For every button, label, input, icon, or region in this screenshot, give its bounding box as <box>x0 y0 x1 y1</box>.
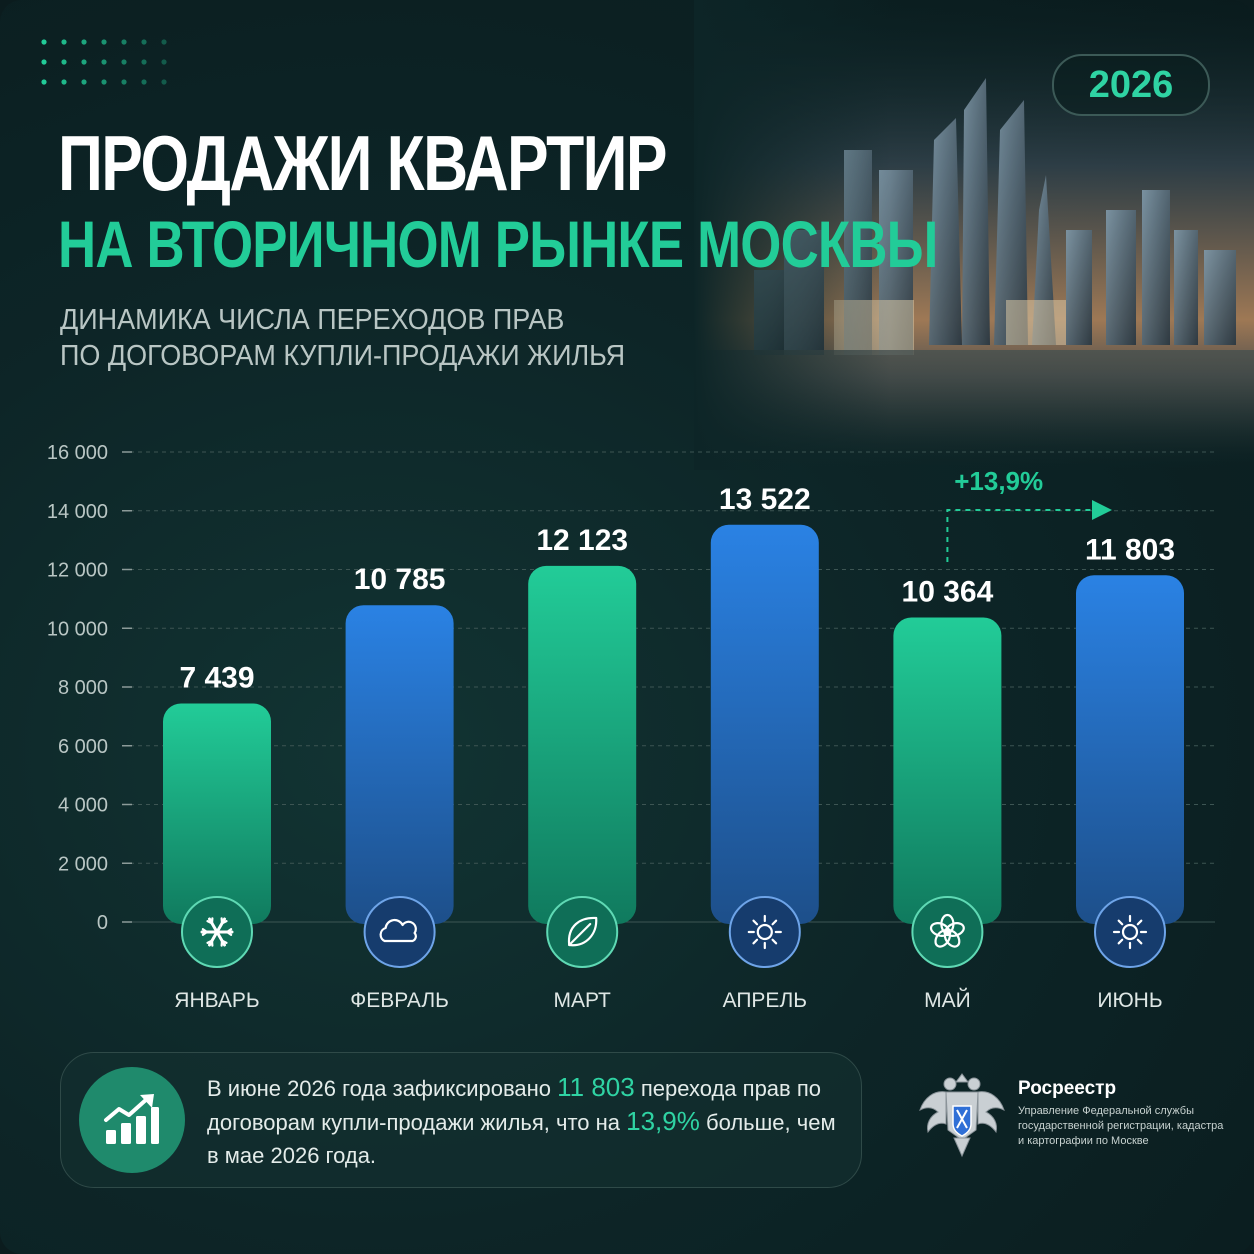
coat-of-arms-icon <box>919 1073 1005 1158</box>
summary-count: 11 803 <box>557 1072 635 1102</box>
bar-value-label: 10 785 <box>354 563 446 596</box>
y-tick-label: 16 000 <box>47 442 108 464</box>
decorative-dot <box>61 59 67 65</box>
page-title: ПРОДАЖИ КВАРТИР <box>58 119 668 207</box>
decorative-dot <box>121 59 127 65</box>
decorative-dot <box>161 39 167 45</box>
y-tick-label: 0 <box>97 912 108 934</box>
x-category-label: МАЙ <box>924 988 971 1012</box>
y-tick-label: 14 000 <box>47 501 108 523</box>
bar-value-label: 12 123 <box>536 524 628 557</box>
decorative-dot <box>41 39 47 45</box>
bar-2 <box>345 605 454 924</box>
decorative-dot <box>61 79 67 85</box>
x-category-label: ФЕВРАЛЬ <box>350 989 449 1012</box>
decorative-dots <box>41 39 167 85</box>
decorative-dot <box>41 59 47 65</box>
bar-value-label: 13 522 <box>719 483 811 516</box>
bar-value-label: 11 803 <box>1085 533 1175 566</box>
bar-value-label: 7 439 <box>179 661 254 694</box>
y-tick-label: 6 000 <box>58 736 108 758</box>
summary-text: В июне 2026 года зафиксировано 11 803 пе… <box>207 1071 847 1172</box>
summary-text-end: больше, чем в мае 2026 года. <box>207 1110 836 1168</box>
x-category-label: ИЮНЬ <box>1097 989 1162 1012</box>
decorative-dot <box>161 59 167 65</box>
y-tick-label: 4 000 <box>58 795 108 817</box>
decorative-dot <box>121 79 127 85</box>
organization-description: Управление Федеральной службы государств… <box>1018 1105 1224 1147</box>
decorative-dot <box>101 39 107 45</box>
y-tick-label: 10 000 <box>47 618 108 640</box>
year-badge: 2026 <box>1052 54 1210 116</box>
decorative-dot <box>161 79 167 85</box>
summary-text-start: В июне 2026 года зафиксировано <box>207 1076 558 1101</box>
sun-icon <box>728 896 801 968</box>
snowflake-icon <box>181 896 253 968</box>
x-category-label: МАРТ <box>553 989 611 1012</box>
bar-value-label: 10 364 <box>902 576 994 609</box>
growth-percent-label: +13,9% <box>954 466 1043 496</box>
bar-chart: 0 2 000 4 000 6 000 8 000 10 000 12 000 14 000 1… <box>47 442 1215 1012</box>
decorative-dot <box>61 39 67 45</box>
flower-icon <box>911 896 984 968</box>
chart-subtitle-line-2: ПО ДОГОВОРАМ КУПЛИ-ПРОДАЖИ ЖИЛЬЯ <box>60 340 626 372</box>
decorative-dot <box>141 59 147 65</box>
leaf-icon <box>546 896 619 968</box>
decorative-dot <box>41 79 47 85</box>
bar-3 <box>528 565 637 924</box>
growth-chart-icon <box>79 1067 185 1173</box>
bar-5 <box>893 617 1002 924</box>
y-tick-label: 8 000 <box>58 677 108 699</box>
x-category-label: АПРЕЛЬ <box>723 989 807 1012</box>
decorative-dot <box>101 79 107 85</box>
decorative-dot <box>121 39 127 45</box>
page-title-highlight: НА ВТОРИЧНОМ РЫНКЕ МОСКВЫ <box>58 207 938 281</box>
decorative-dot <box>141 79 147 85</box>
decorative-dot <box>81 39 87 45</box>
bar-6 <box>1076 575 1184 924</box>
growth-arrow <box>946 500 1112 562</box>
decorative-dot <box>81 59 87 65</box>
y-tick-label: 12 000 <box>47 560 108 582</box>
sun-icon <box>1094 896 1166 968</box>
cloud-icon <box>363 896 436 968</box>
bar-4 <box>710 524 819 924</box>
decorative-dot <box>81 79 87 85</box>
decorative-dot <box>141 39 147 45</box>
bar-1 <box>163 703 271 924</box>
organization-name: Росреестр <box>1018 1078 1117 1099</box>
summary-text-middle: перехода прав по договорам купли-продажи… <box>207 1076 821 1135</box>
decorative-dot <box>101 59 107 65</box>
chart-subtitle-line-1: ДИНАМИКА ЧИСЛА ПЕРЕХОДОВ ПРАВ <box>60 304 565 336</box>
y-tick-label: 2 000 <box>58 853 108 875</box>
summary-percent: 13,9% <box>626 1106 700 1136</box>
x-category-label: ЯНВАРЬ <box>174 989 259 1012</box>
summary-box: В июне 2026 года зафиксировано 11 803 пе… <box>60 1052 862 1188</box>
